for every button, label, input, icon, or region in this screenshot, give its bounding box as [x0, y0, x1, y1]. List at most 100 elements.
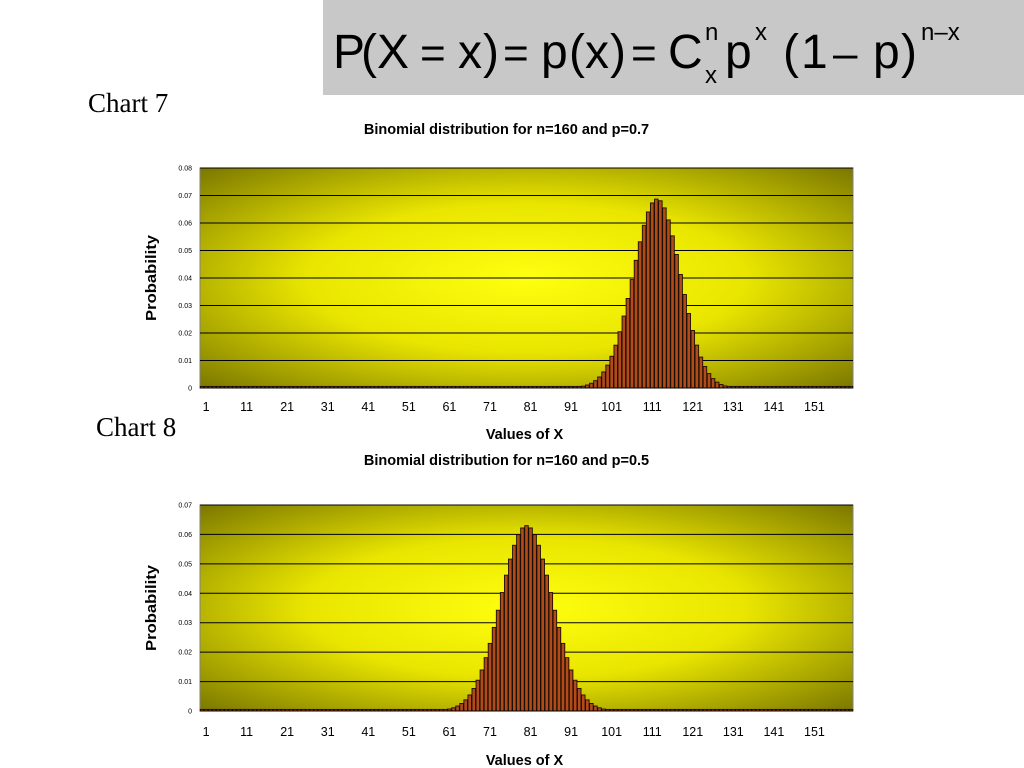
x-tick-label: 101: [601, 725, 622, 739]
y-tick-label: 0.01: [178, 358, 192, 365]
x-axis-title: Values of X: [486, 753, 564, 768]
y-axis-title: Probability: [143, 564, 160, 651]
bar: [487, 642, 493, 712]
bar: [589, 703, 594, 712]
formula-paren: ): [483, 26, 499, 79]
bar: [633, 259, 639, 389]
y-tick-label: 0.03: [178, 620, 192, 627]
bar: [467, 694, 472, 712]
bar: [621, 315, 627, 389]
x-tick-label: 1: [203, 725, 210, 739]
bar: [585, 699, 590, 712]
bar: [637, 241, 643, 389]
y-tick-label: 0.05: [178, 248, 192, 255]
x-axis-title: Values of X: [486, 427, 564, 443]
chart-7: Binomial distribution for n=160 and p=0.…: [143, 122, 854, 443]
bar: [524, 525, 529, 712]
bar: [455, 705, 460, 712]
bar: [682, 294, 687, 389]
x-tick-label: 111: [643, 400, 662, 414]
y-tick-label: 0.03: [178, 303, 192, 310]
x-tick-label: 11: [240, 725, 253, 739]
bar: [617, 331, 623, 389]
bar: [662, 207, 667, 389]
formula-nx-sup: n–x: [921, 19, 960, 46]
bar: [609, 355, 614, 389]
x-tick-label: 101: [601, 400, 622, 414]
bar: [463, 699, 468, 712]
bar: [512, 544, 517, 712]
bar: [613, 344, 618, 389]
formula-x: x: [458, 26, 482, 79]
x-tick-label: 31: [321, 725, 335, 739]
bar: [658, 200, 663, 389]
bar: [589, 382, 594, 389]
x-tick-label: 61: [442, 400, 456, 414]
formula-paren: ): [901, 26, 917, 79]
bar: [552, 609, 558, 712]
y-axis-title: Probability: [143, 234, 160, 321]
bar: [475, 679, 481, 712]
bar: [593, 380, 598, 389]
chart8-label: Chart 8: [96, 412, 177, 442]
x-tick-label: 131: [723, 725, 744, 739]
y-tick-label: 0.04: [178, 276, 192, 283]
x-tick-label: 151: [804, 725, 825, 739]
bar: [674, 254, 679, 389]
bar: [532, 534, 537, 712]
bar: [560, 642, 566, 712]
bar: [520, 527, 525, 712]
bar: [528, 527, 533, 712]
x-tick-label: 21: [280, 725, 294, 739]
formula-paren: (: [569, 26, 585, 79]
y-tick-label: 0.02: [178, 331, 192, 338]
formula-p3: p: [873, 26, 900, 79]
formula-eq3: =: [631, 29, 657, 78]
formula-one: 1: [801, 26, 828, 79]
bar: [605, 364, 610, 389]
bar: [601, 371, 606, 389]
x-tick-label: 81: [524, 400, 538, 414]
bar: [540, 558, 545, 712]
y-tick-label: 0.02: [178, 650, 192, 657]
formula-x: x: [585, 26, 609, 79]
x-tick-label: 81: [524, 725, 538, 739]
bar: [690, 330, 696, 389]
x-tick-label: 21: [280, 400, 294, 414]
bar: [499, 592, 505, 712]
bar: [459, 703, 464, 712]
formula-paren: ): [610, 26, 626, 79]
bar: [686, 313, 691, 389]
y-tick-label: 0.08: [178, 166, 192, 173]
formula-eq1: =: [420, 29, 446, 78]
bar: [536, 544, 541, 712]
chart-title: Binomial distribution for n=160 and p=0.…: [364, 453, 649, 469]
chart-8: Binomial distribution for n=160 and p=0.…: [143, 453, 854, 768]
formula-paren: (: [361, 26, 377, 79]
bar: [702, 366, 708, 389]
bar: [654, 198, 659, 389]
bar: [544, 574, 550, 712]
y-tick-label: 0: [188, 386, 192, 393]
x-tick-label: 41: [361, 725, 375, 739]
formula-p2: p: [725, 26, 752, 79]
bar: [718, 384, 724, 389]
y-tick-label: 0.04: [178, 591, 192, 598]
x-tick-label: 141: [763, 725, 784, 739]
bar: [572, 679, 578, 712]
formula-paren: (: [783, 26, 799, 79]
x-tick-label: 121: [682, 725, 703, 739]
formula-eq2: =: [503, 29, 529, 78]
bar: [678, 274, 683, 389]
x-tick-label: 121: [682, 400, 703, 414]
y-tick-label: 0.07: [178, 503, 192, 510]
x-tick-label: 71: [483, 400, 497, 414]
x-tick-label: 41: [361, 400, 375, 414]
chart7-label: Chart 7: [88, 88, 169, 118]
bar: [666, 219, 671, 389]
formula-n-sup: n: [705, 19, 718, 46]
y-tick-label: 0.01: [178, 679, 192, 686]
bar: [483, 657, 489, 712]
y-tick-label: 0.06: [178, 221, 192, 228]
bar: [649, 202, 655, 389]
